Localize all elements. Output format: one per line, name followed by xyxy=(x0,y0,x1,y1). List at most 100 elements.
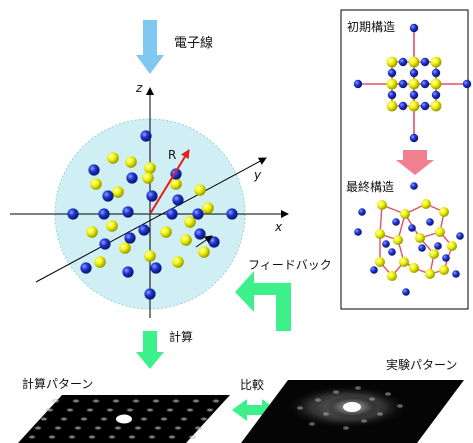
exp-pattern-label: 実験パターン xyxy=(386,358,458,372)
blue-atom xyxy=(354,228,362,236)
blue-atom xyxy=(398,101,408,111)
yellow-atom xyxy=(119,242,131,254)
blue-atom xyxy=(146,190,158,202)
diffraction-spot xyxy=(167,434,177,440)
yellow-atom xyxy=(142,172,154,184)
diffraction-spot xyxy=(385,392,391,396)
diffraction-spot xyxy=(205,407,215,413)
diffraction-spot xyxy=(33,425,43,431)
blue-atom xyxy=(122,206,134,218)
blue-atom xyxy=(408,224,416,232)
blue-atom xyxy=(409,90,419,100)
final-structure-cluster xyxy=(354,182,464,296)
yellow-atom xyxy=(144,162,156,174)
blue-atom xyxy=(80,262,92,274)
diffraction-spot xyxy=(107,434,117,440)
electron-beam-arrow-icon xyxy=(136,20,164,74)
diffraction-spot xyxy=(361,419,367,423)
yellow-atom xyxy=(180,234,192,246)
yellow-atom xyxy=(386,56,398,68)
yellow-atom xyxy=(386,100,398,112)
diffraction-spot xyxy=(85,407,95,413)
diffraction-spot xyxy=(125,407,135,413)
coordinate-axes xyxy=(10,87,289,318)
diffraction-spot xyxy=(185,407,195,413)
diffraction-spot xyxy=(65,407,75,413)
axis-y-label: y xyxy=(254,168,262,182)
diffraction-spot xyxy=(179,416,189,422)
blue-atom xyxy=(418,244,426,252)
blue-atom xyxy=(387,90,397,100)
diffraction-spot xyxy=(139,416,149,422)
yellow-atom xyxy=(387,271,397,281)
blue-atom xyxy=(402,288,410,296)
blue-atom xyxy=(138,224,150,236)
yellow-atom xyxy=(409,263,419,273)
yellow-atom xyxy=(421,199,431,209)
yellow-atom xyxy=(184,216,196,228)
yellow-atom xyxy=(408,78,420,90)
blue-atom xyxy=(192,208,204,220)
blue-atom xyxy=(431,68,441,78)
yellow-atom xyxy=(194,184,206,196)
diffraction-spot xyxy=(73,425,83,431)
diffraction-spot xyxy=(369,397,375,401)
diffraction-spot xyxy=(165,407,175,413)
yellow-atom xyxy=(430,56,442,68)
radius-label: R xyxy=(168,148,177,162)
diffraction-spot xyxy=(105,407,115,413)
diffraction-spot xyxy=(47,434,57,440)
diffraction-spot xyxy=(333,390,339,394)
blue-atom xyxy=(172,194,184,206)
diffraction-spot xyxy=(79,416,89,422)
diffraction-spot xyxy=(51,398,61,404)
yellow-atom xyxy=(393,235,403,245)
blue-atom xyxy=(194,228,206,240)
blue-atom xyxy=(88,164,100,176)
diffraction-spot xyxy=(343,426,349,430)
diffraction-spot xyxy=(113,425,123,431)
blue-atom xyxy=(420,57,430,67)
experimental-pattern-image xyxy=(241,380,464,443)
yellow-atom xyxy=(408,56,420,68)
feedback-arrow-icon xyxy=(235,271,291,331)
diffraction-spot xyxy=(67,434,77,440)
blue-atom xyxy=(67,208,79,220)
diffraction-spot xyxy=(145,407,155,413)
yellow-atom xyxy=(170,178,182,190)
yellow-atom xyxy=(429,249,439,259)
yellow-atom xyxy=(125,156,137,168)
diffraction-spot xyxy=(187,434,197,440)
blue-atom xyxy=(370,266,378,274)
diffraction-spot xyxy=(323,412,329,416)
blue-atom xyxy=(388,248,396,256)
yellow-atom xyxy=(415,233,425,243)
blue-atom xyxy=(434,242,442,250)
blue-atom xyxy=(208,236,220,248)
sphere-atoms xyxy=(67,130,238,300)
blue-atom xyxy=(456,232,464,240)
yellow-atom xyxy=(86,226,98,238)
blue-atom xyxy=(426,218,434,226)
diffraction-spot xyxy=(191,398,201,404)
blue-atom xyxy=(462,79,472,89)
yellow-atom xyxy=(375,257,385,267)
calculated-pattern-image xyxy=(18,395,230,443)
yellow-atom xyxy=(144,250,156,262)
blue-atom xyxy=(382,240,390,248)
diffraction-spot xyxy=(153,425,163,431)
diffraction-spot xyxy=(199,416,209,422)
yellow-atom xyxy=(386,78,398,90)
diffraction-spot xyxy=(127,434,137,440)
diffraction-spot xyxy=(45,407,55,413)
diffraction-spot xyxy=(147,434,157,440)
yellow-atom xyxy=(447,241,457,251)
blue-atom xyxy=(392,218,400,226)
blue-atom xyxy=(166,208,178,220)
yellow-atom xyxy=(160,226,172,238)
blue-atom xyxy=(442,254,450,262)
axis-x-label: x xyxy=(275,220,283,234)
calculation-arrow-icon xyxy=(136,331,164,369)
yellow-atom xyxy=(430,100,442,112)
